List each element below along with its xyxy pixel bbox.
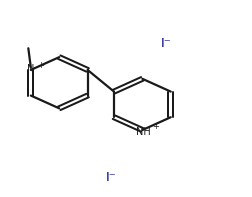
Text: I⁻: I⁻ — [161, 37, 172, 50]
Text: N: N — [27, 64, 35, 74]
Text: I⁻: I⁻ — [106, 171, 116, 184]
Text: +: + — [152, 122, 159, 131]
Text: NH: NH — [136, 127, 151, 137]
Text: +: + — [37, 60, 44, 70]
